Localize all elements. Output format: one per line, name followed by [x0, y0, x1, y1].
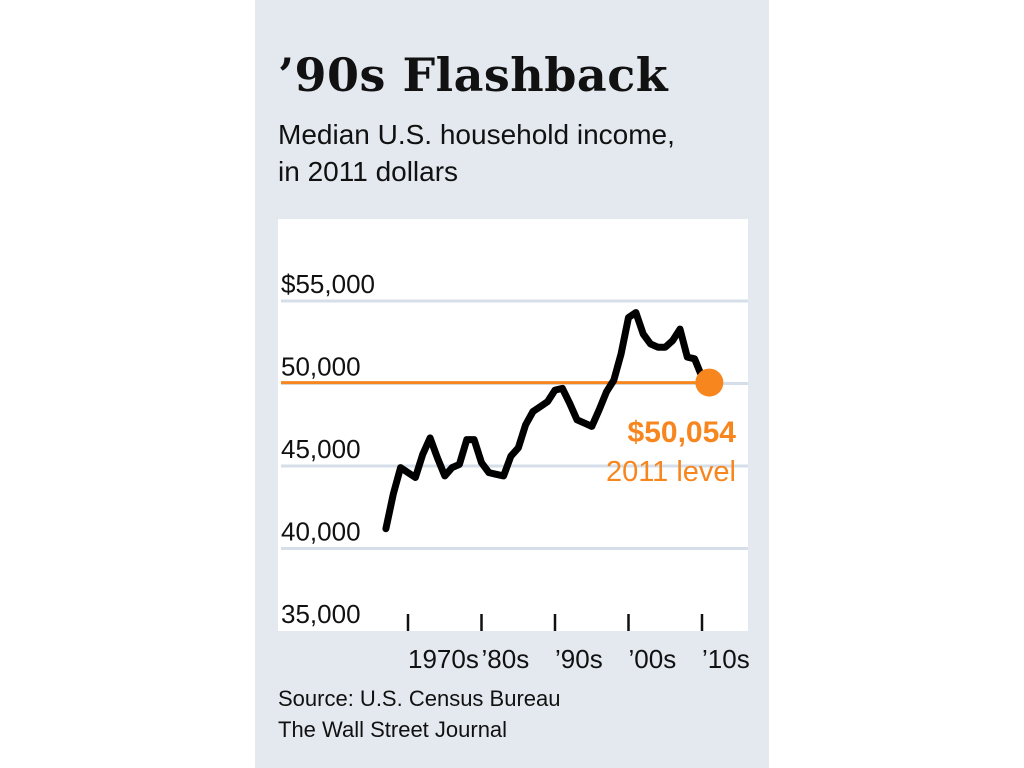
y-tick-label: 50,000 — [281, 352, 361, 382]
x-tick-label: ’10s — [702, 644, 750, 674]
highlight-group: $50,054 2011 level — [606, 368, 737, 488]
highlight-point — [695, 368, 724, 397]
subtitle-line: Median U.S. household income, — [278, 119, 675, 150]
x-tick-label: ’80s — [482, 644, 530, 674]
y-tick-label: $55,000 — [281, 269, 375, 299]
y-tick-label: 40,000 — [281, 517, 361, 547]
chart-title: ’90s Flashback — [278, 48, 669, 102]
source-note: Source: U.S. Census Bureau The Wall Stre… — [278, 683, 560, 745]
y-tick-label: 45,000 — [281, 434, 361, 464]
income-line — [382, 309, 713, 533]
x-tick-label: ’90s — [555, 644, 603, 674]
source-line: Source: U.S. Census Bureau — [278, 686, 561, 711]
y-axis-labels: $55,000 50,000 45,000 40,000 35,000 — [281, 269, 375, 629]
x-tick-label: ’00s — [629, 644, 677, 674]
series-group — [382, 309, 713, 533]
x-tick-label: 1970s — [408, 644, 479, 674]
subtitle-line: in 2011 dollars — [278, 156, 459, 187]
x-axis: 1970s ’80s ’90s ’00s ’10s — [406, 614, 750, 674]
highlight-caption: 2011 level — [606, 456, 736, 488]
highlight-value-label: $50,054 — [628, 416, 737, 449]
chart-subtitle: Median U.S. household income, in 2011 do… — [278, 116, 748, 190]
source-line: The Wall Street Journal — [278, 717, 508, 742]
y-tick-label: 35,000 — [281, 599, 361, 629]
plot-area — [278, 219, 748, 631]
